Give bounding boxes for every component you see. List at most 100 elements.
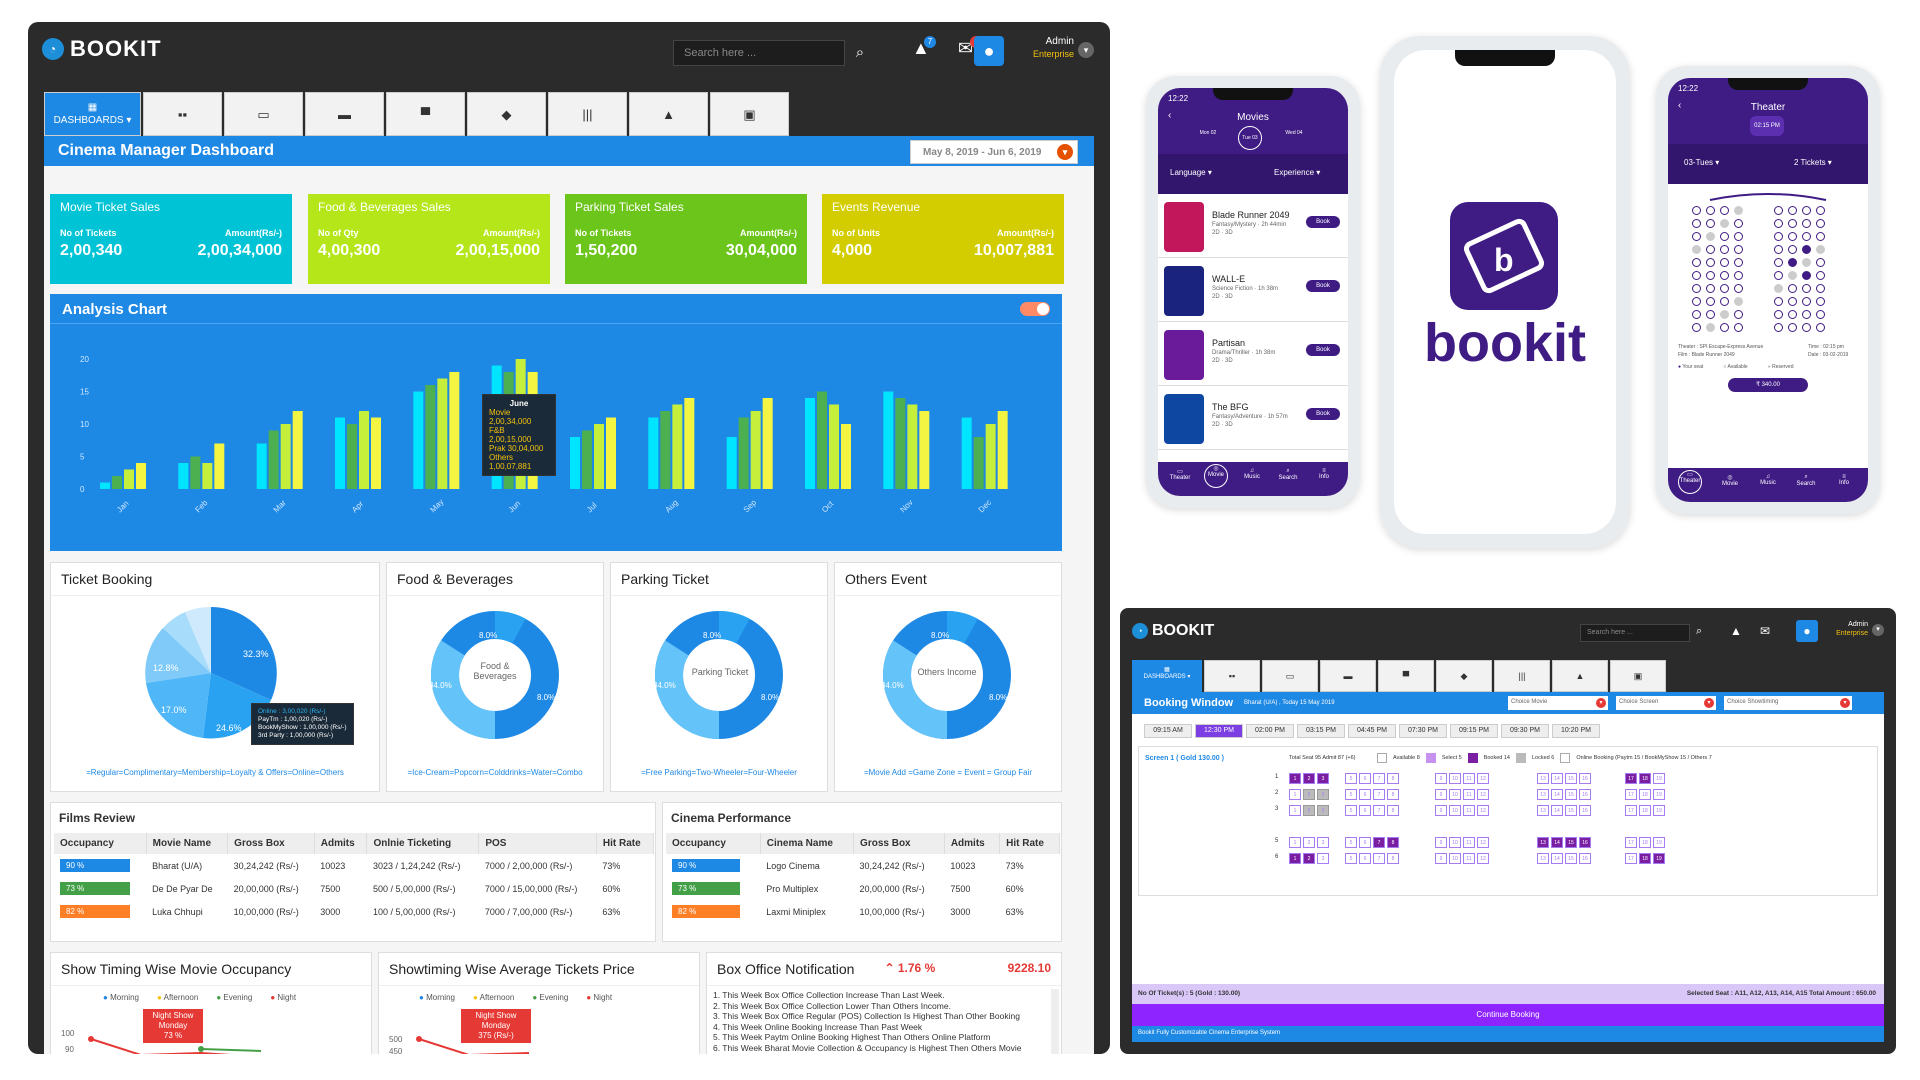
kpi-parking[interactable]: Parking Ticket Sales No of Tickets Amount… bbox=[565, 194, 807, 284]
tab-ticket[interactable]: ◆ bbox=[1436, 660, 1492, 692]
seat[interactable] bbox=[1720, 271, 1729, 280]
column-header[interactable]: Onlnie Ticketing bbox=[366, 833, 480, 854]
chevron-down-icon[interactable]: ▾ bbox=[1872, 624, 1884, 636]
seat[interactable]: 12 bbox=[1477, 773, 1489, 784]
seat[interactable]: 7 bbox=[1373, 805, 1385, 816]
day-filter[interactable]: 03-Tues ▾ bbox=[1684, 158, 1720, 167]
seat[interactable]: 10 bbox=[1449, 773, 1461, 784]
seat[interactable]: 8 bbox=[1387, 837, 1399, 848]
bar[interactable] bbox=[660, 411, 671, 489]
bar[interactable] bbox=[750, 411, 761, 489]
day-item[interactable]: Wed 04 bbox=[1285, 130, 1303, 136]
date-range-picker[interactable]: May 8, 2019 - Jun 6, 2019 ▾ bbox=[910, 140, 1078, 164]
seat[interactable] bbox=[1788, 232, 1797, 241]
seat[interactable]: 6 bbox=[1359, 837, 1371, 848]
seat[interactable]: 10 bbox=[1449, 853, 1461, 864]
seat[interactable]: 18 bbox=[1639, 805, 1651, 816]
seat[interactable] bbox=[1816, 310, 1825, 319]
seat[interactable]: 17 bbox=[1625, 773, 1637, 784]
column-header[interactable]: Hit Rate bbox=[999, 833, 1060, 854]
showtime-button[interactable]: 07:30 PM bbox=[1399, 724, 1447, 738]
seat[interactable]: 12 bbox=[1477, 805, 1489, 816]
seat[interactable]: 6 bbox=[1359, 805, 1371, 816]
seat[interactable] bbox=[1774, 206, 1783, 215]
seat[interactable] bbox=[1774, 310, 1783, 319]
bar[interactable] bbox=[738, 417, 749, 490]
book-button[interactable]: Book bbox=[1306, 344, 1340, 356]
tab-apps[interactable]: ▪▪ bbox=[143, 92, 222, 136]
seat[interactable]: 12 bbox=[1477, 789, 1489, 800]
showtime-button[interactable]: 10:20 PM bbox=[1552, 724, 1600, 738]
seat[interactable]: 16 bbox=[1579, 789, 1591, 800]
seat[interactable] bbox=[1720, 245, 1729, 254]
seat[interactable] bbox=[1734, 323, 1743, 332]
seat[interactable]: 3 bbox=[1317, 837, 1329, 848]
showtiming-select[interactable]: Choice Showtiming ▾ bbox=[1724, 696, 1852, 710]
tab-lock[interactable]: ▣ bbox=[710, 92, 789, 136]
kpi-food-beverages[interactable]: Food & Beverages Sales No of Qty Amount(R… bbox=[308, 194, 550, 284]
message-icon[interactable]: ✉ bbox=[958, 38, 974, 58]
seat[interactable] bbox=[1788, 297, 1797, 306]
seat[interactable]: 8 bbox=[1387, 853, 1399, 864]
seat[interactable] bbox=[1802, 258, 1811, 267]
seat[interactable]: 11 bbox=[1463, 789, 1475, 800]
seat[interactable]: 16 bbox=[1579, 853, 1591, 864]
scrollbar[interactable] bbox=[1051, 989, 1059, 1054]
list-item[interactable]: Blade Runner 2049 Fantasy/Mystery · 2h 4… bbox=[1158, 196, 1348, 258]
seat[interactable] bbox=[1692, 271, 1701, 280]
seat[interactable] bbox=[1734, 232, 1743, 241]
user-info[interactable]: Admin Enterprise bbox=[1018, 36, 1074, 60]
movie-select[interactable]: Choice Movie ▾ bbox=[1508, 696, 1608, 710]
bar[interactable] bbox=[190, 456, 201, 490]
seat[interactable]: 14 bbox=[1551, 805, 1563, 816]
seat[interactable]: 15 bbox=[1565, 853, 1577, 864]
seat[interactable]: 16 bbox=[1579, 805, 1591, 816]
bar[interactable] bbox=[202, 463, 213, 489]
nav-theater[interactable]: ▭ Theater bbox=[1678, 470, 1702, 494]
bar[interactable] bbox=[805, 398, 815, 489]
bar[interactable] bbox=[762, 398, 773, 489]
bar[interactable] bbox=[726, 437, 737, 489]
seat[interactable]: 10 bbox=[1449, 805, 1461, 816]
seat[interactable]: 6 bbox=[1359, 853, 1371, 864]
seat[interactable] bbox=[1706, 206, 1715, 215]
list-item[interactable]: WALL-E Science Fiction · 1h 38m 2D · 3D … bbox=[1158, 260, 1348, 322]
seat[interactable]: 5 bbox=[1345, 773, 1357, 784]
seat[interactable] bbox=[1774, 232, 1783, 241]
seat[interactable] bbox=[1788, 245, 1797, 254]
brand-logo[interactable]: ◔ BOOKIT bbox=[1132, 622, 1214, 640]
bar[interactable] bbox=[335, 417, 345, 490]
seat[interactable]: 15 bbox=[1565, 789, 1577, 800]
bar[interactable] bbox=[425, 385, 436, 489]
seat[interactable] bbox=[1802, 284, 1811, 293]
seat[interactable]: 5 bbox=[1345, 789, 1357, 800]
bar[interactable] bbox=[883, 391, 894, 490]
bar[interactable] bbox=[256, 443, 267, 490]
seat[interactable] bbox=[1816, 232, 1825, 241]
seat[interactable]: 17 bbox=[1625, 789, 1637, 800]
table-row[interactable]: 73 % Pro Multiplex 20,00,000 (Rs/-) 7500… bbox=[666, 877, 1060, 900]
seat[interactable] bbox=[1720, 284, 1729, 293]
seat[interactable]: 6 bbox=[1359, 773, 1371, 784]
seat[interactable]: 12 bbox=[1477, 837, 1489, 848]
screen-select[interactable]: Choice Screen ▾ bbox=[1616, 696, 1716, 710]
seat[interactable]: 13 bbox=[1537, 837, 1549, 848]
seat[interactable]: 9 bbox=[1435, 853, 1447, 864]
seat[interactable]: 19 bbox=[1653, 789, 1665, 800]
brand-logo[interactable]: ◔ BOOKIT bbox=[42, 36, 162, 62]
tab-calendar[interactable]: ▭ bbox=[1262, 660, 1318, 692]
seat[interactable]: 17 bbox=[1625, 837, 1637, 848]
seat[interactable]: 13 bbox=[1537, 853, 1549, 864]
search-icon[interactable]: ⌕ bbox=[1696, 625, 1703, 637]
seat[interactable]: 2 bbox=[1303, 773, 1315, 784]
seat[interactable] bbox=[1734, 258, 1743, 267]
book-button[interactable]: Book bbox=[1306, 280, 1340, 292]
book-button[interactable]: Book bbox=[1306, 408, 1340, 420]
tab-dashboards[interactable]: ▦ DASHBOARDS ▾ bbox=[1132, 660, 1202, 692]
time-slot-selected[interactable]: 02:15 PM bbox=[1750, 116, 1784, 136]
column-header[interactable]: Gross Box bbox=[853, 833, 945, 854]
seat[interactable]: 17 bbox=[1625, 805, 1637, 816]
column-header[interactable]: Occupancy bbox=[54, 833, 147, 854]
tab-chart[interactable]: ▲ bbox=[1552, 660, 1608, 692]
seat[interactable] bbox=[1734, 284, 1743, 293]
